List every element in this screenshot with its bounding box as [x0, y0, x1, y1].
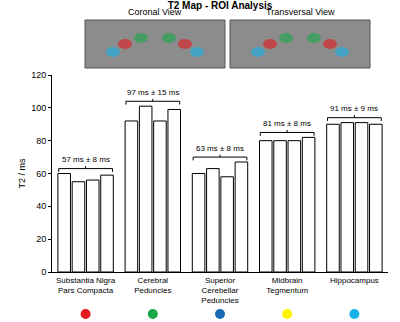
- svg-text:120: 120: [31, 70, 46, 80]
- svg-text:20: 20: [36, 234, 46, 244]
- svg-text:Transversal View: Transversal View: [266, 7, 335, 17]
- svg-text:Coronal View: Coronal View: [128, 7, 182, 17]
- svg-text:T2 / ms: T2 / ms: [17, 158, 27, 189]
- svg-text:80: 80: [36, 136, 46, 146]
- svg-text:Substantia NigraPars Compacta: Substantia NigraPars Compacta: [56, 276, 116, 295]
- svg-text:81 ms ± 8 ms: 81 ms ± 8 ms: [263, 119, 311, 128]
- svg-text:CerebralPeduncles: CerebralPeduncles: [134, 276, 171, 295]
- svg-text:63 ms ± 8 ms: 63 ms ± 8 ms: [196, 144, 244, 153]
- svg-text:100: 100: [31, 103, 46, 113]
- svg-text:60: 60: [36, 169, 46, 179]
- svg-text:97 ms ± 15 ms: 97 ms ± 15 ms: [127, 88, 179, 97]
- svg-text:91 ms ± 9 ms: 91 ms ± 9 ms: [330, 104, 378, 113]
- svg-text:40: 40: [36, 201, 46, 211]
- svg-text:T2 Map - ROI Analysis: T2 Map - ROI Analysis: [168, 0, 273, 11]
- svg-text:MidbrainTegmentum: MidbrainTegmentum: [266, 276, 308, 295]
- svg-text:SuperiorCerebellarPeduncles: SuperiorCerebellarPeduncles: [201, 276, 238, 306]
- svg-text:Hippocampus: Hippocampus: [330, 276, 379, 285]
- svg-text:0: 0: [41, 267, 46, 277]
- svg-text:57 ms ± 8 ms: 57 ms ± 8 ms: [62, 155, 110, 164]
